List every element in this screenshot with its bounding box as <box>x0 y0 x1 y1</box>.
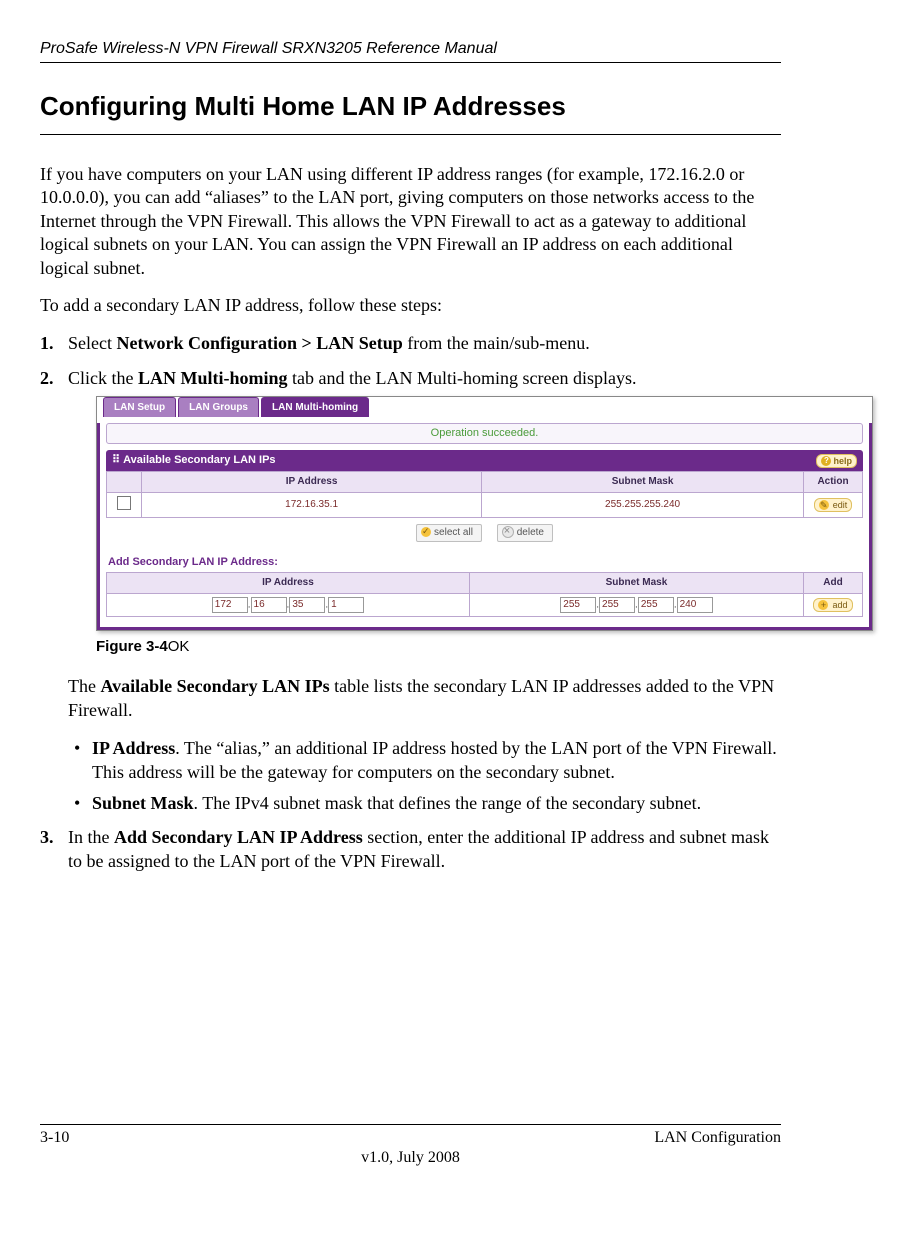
running-head: ProSafe Wireless-N VPN Firewall SRXN3205… <box>40 40 781 63</box>
mask-octet-3[interactable] <box>638 597 674 613</box>
tab-lan-setup[interactable]: LAN Setup <box>103 397 176 418</box>
add-col-ip-header: IP Address <box>107 573 470 594</box>
add-row: ... ... +add <box>107 593 863 616</box>
step-2-bold: LAN Multi-homing <box>138 368 288 388</box>
col-mask-header: Subnet Mask <box>482 472 804 493</box>
step-1-text-c: from the main/sub-menu. <box>403 333 590 353</box>
col-ip-header: IP Address <box>142 472 482 493</box>
delete-icon <box>502 526 514 538</box>
row-checkbox[interactable] <box>117 496 131 510</box>
bullet-subnet-mask: Subnet Mask. The IPv4 subnet mask that d… <box>92 791 781 815</box>
add-col-add-header: Add <box>804 573 863 594</box>
ip-octet-1[interactable] <box>212 597 248 613</box>
check-icon <box>421 527 431 537</box>
tab-bar: LAN Setup LAN Groups LAN Multi-homing <box>97 397 872 418</box>
lead-paragraph: To add a secondary LAN IP address, follo… <box>40 294 781 317</box>
mask-octet-4[interactable] <box>677 597 713 613</box>
col-checkbox-header <box>107 472 142 493</box>
step-2: Click the LAN Multi-homing tab and the L… <box>40 366 781 815</box>
step-3-bold: Add Secondary LAN IP Address <box>114 827 363 847</box>
screenshot: LAN Setup LAN Groups LAN Multi-homing Op… <box>96 396 873 631</box>
after-figure-paragraph: The Available Secondary LAN IPs table li… <box>68 675 781 722</box>
panel-title-bar: ⠿ Available Secondary LAN IPs ?help <box>106 450 863 471</box>
panel-title-text: ⠿ Available Secondary LAN IPs <box>112 453 276 468</box>
edit-icon: ✎ <box>819 500 829 510</box>
help-button[interactable]: ?help <box>816 454 857 468</box>
section-title: Configuring Multi Home LAN IP Addresses <box>40 91 781 135</box>
figure-caption: Figure 3-4OK <box>96 637 781 657</box>
step-3-text-a: In the <box>68 827 114 847</box>
step-1-bold: Network Configuration > LAN Setup <box>116 333 402 353</box>
tab-lan-multihoming[interactable]: LAN Multi-homing <box>261 397 369 418</box>
button-row: select all delete <box>100 524 869 542</box>
add-button[interactable]: +add <box>813 598 852 612</box>
bullet-ip-address: IP Address. The “alias,” an additional I… <box>92 736 781 785</box>
b1b: . The “alias,” an additional IP address … <box>92 738 777 782</box>
add-col-mask-header: Subnet Mask <box>469 573 803 594</box>
ip-octet-2[interactable] <box>251 597 287 613</box>
step-1-text-a: Select <box>68 333 116 353</box>
intro-paragraph: If you have computers on your LAN using … <box>40 163 781 280</box>
tab-lan-groups[interactable]: LAN Groups <box>178 397 259 418</box>
status-message: Operation succeeded. <box>106 423 863 444</box>
af-p1a: The <box>68 676 100 696</box>
add-section-title: Add Secondary LAN IP Address: <box>106 552 863 573</box>
mask-octet-2[interactable] <box>599 597 635 613</box>
row-mask-value: 255.255.255.240 <box>482 492 804 518</box>
ip-input-cell: ... <box>107 593 470 616</box>
add-icon: + <box>818 600 828 610</box>
step-3: In the Add Secondary LAN IP Address sect… <box>40 825 781 874</box>
footer-left: 3-10 <box>40 1129 69 1147</box>
row-ip-value: 172.16.35.1 <box>142 492 482 518</box>
step-1: Select Network Configuration > LAN Setup… <box>40 331 781 355</box>
mask-input-cell: ... <box>469 593 803 616</box>
b2b: . The IPv4 subnet mask that defines the … <box>194 793 702 813</box>
add-ip-table: IP Address Subnet Mask Add ... ... +add <box>106 572 863 617</box>
step-2-text-a: Click the <box>68 368 138 388</box>
footer-center: v1.0, July 2008 <box>40 1149 781 1167</box>
footer-right: LAN Configuration <box>654 1129 781 1147</box>
delete-button[interactable]: delete <box>497 524 553 542</box>
figure-suffix: OK <box>168 638 190 655</box>
edit-button[interactable]: ✎edit <box>814 498 853 512</box>
ip-octet-4[interactable] <box>328 597 364 613</box>
mask-octet-1[interactable] <box>560 597 596 613</box>
col-action-header: Action <box>804 472 863 493</box>
page-footer: 3-10 LAN Configuration v1.0, July 2008 <box>40 1124 781 1167</box>
b2a: Subnet Mask <box>92 793 194 813</box>
available-ips-table: IP Address Subnet Mask Action 172.16.35.… <box>106 471 863 518</box>
select-all-button[interactable]: select all <box>416 524 482 542</box>
table-row: 172.16.35.1 255.255.255.240 ✎edit <box>107 492 863 518</box>
b1a: IP Address <box>92 738 175 758</box>
figure-label: Figure 3-4 <box>96 638 168 655</box>
af-p1b: Available Secondary LAN IPs <box>100 676 329 696</box>
help-icon: ? <box>821 456 831 466</box>
step-2-text-c: tab and the LAN Multi-homing screen disp… <box>288 368 637 388</box>
ip-octet-3[interactable] <box>289 597 325 613</box>
